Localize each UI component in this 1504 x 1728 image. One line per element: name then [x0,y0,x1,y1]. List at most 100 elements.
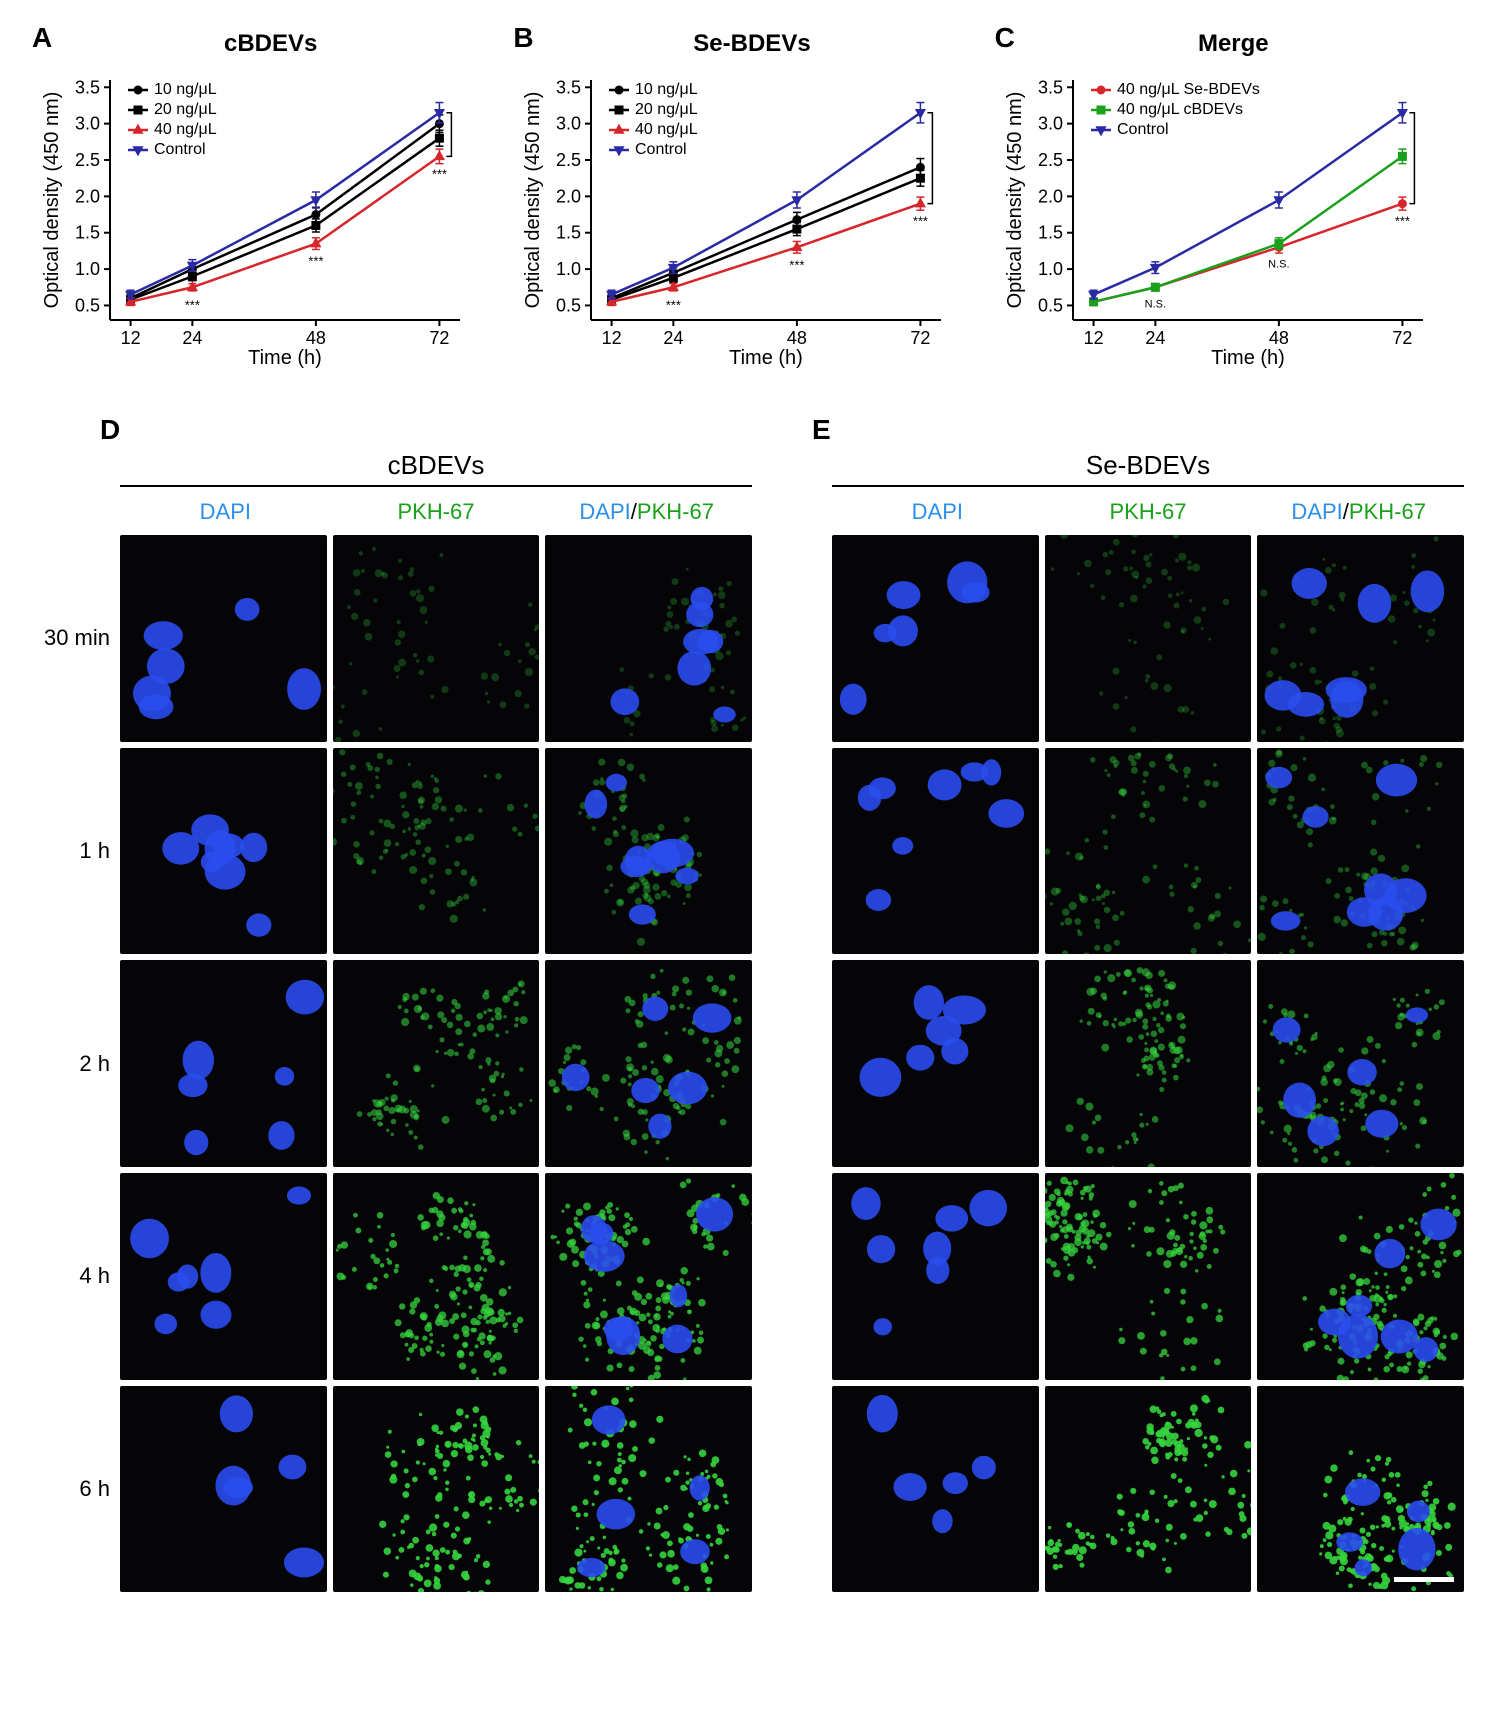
row-label: 6 h [40,1386,110,1593]
figure-root: A cBDEVs 0.5 1.0 1.5 2.0 2.5 3.0 3.5 12 24 48 72 Ti… [0,0,1504,1728]
svg-text:40 ng/μL: 40 ng/μL [154,121,217,138]
svg-text:Optical density (450 nm): Optical density (450 nm) [522,92,544,309]
microscopy-cell [333,960,540,1167]
svg-text:24: 24 [182,328,202,348]
svg-text:Time (h): Time (h) [1211,347,1285,369]
panel-e: E Se-BDEVs DAPIPKH-67DAPI/PKH-67 [832,450,1464,1592]
svg-text:72: 72 [911,328,931,348]
svg-text:3.5: 3.5 [556,77,581,97]
microscopy-cell [120,748,327,955]
svg-text:48: 48 [306,328,326,348]
svg-text:***: *** [1394,214,1409,229]
microscopy-cell [545,1386,752,1593]
row-label: 2 h [40,960,110,1167]
svg-text:Time (h): Time (h) [729,347,803,369]
microscopy-cell [333,748,540,955]
microscopy-cell [120,960,327,1167]
microscopy-cell [545,960,752,1167]
svg-text:48: 48 [787,328,807,348]
svg-text:***: *** [185,297,200,312]
microscopy-cell [832,1386,1039,1593]
svg-text:N.S.: N.S. [1268,258,1289,270]
svg-text:2.5: 2.5 [1038,150,1063,170]
column-header: DAPI [832,493,1043,535]
panel-title-a: cBDEVs [40,30,501,58]
svg-text:0.5: 0.5 [556,295,581,315]
svg-text:72: 72 [429,328,449,348]
svg-text:2.5: 2.5 [75,150,100,170]
microscopy-cell [1257,1173,1464,1380]
microscopy-cell [545,1173,752,1380]
svg-text:Control: Control [635,141,687,158]
svg-text:Control: Control [154,141,206,158]
svg-text:10 ng/μL: 10 ng/μL [635,81,698,98]
column-header: PKH-67 [331,493,542,535]
svg-text:3.5: 3.5 [1038,77,1063,97]
chart-c: 0.51.01.52.02.53.03.512244872Time (h)Opt… [1003,70,1443,370]
panel-title-d: cBDEVs [120,450,752,487]
svg-text:72: 72 [1392,328,1412,348]
svg-text:2.0: 2.0 [1038,186,1063,206]
panel-letter-a: A [32,22,52,54]
microscopy-cell [1045,1173,1252,1380]
row-label: 1 h [40,748,110,955]
row-label: 30 min [40,535,110,742]
microscopy-cell [832,960,1039,1167]
panel-c: C Merge 0.51.01.52.02.53.03.512244872Tim… [1003,30,1464,370]
svg-text:1.0: 1.0 [556,259,581,279]
panel-b: B Se-BDEVs 0.51.01.52.02.53.03.512244872… [521,30,982,370]
panel-letter-c: C [995,22,1015,54]
microscopy-cell [1045,535,1252,742]
svg-text:***: *** [308,254,323,269]
svg-text:12: 12 [121,328,141,348]
panel-a: A cBDEVs 0.51.01.52.02.53.03.512244872Ti… [40,30,501,370]
svg-text:1.5: 1.5 [556,223,581,243]
svg-text:24: 24 [1145,328,1165,348]
microscopy-cell [120,535,327,742]
column-header: DAPI/PKH-67 [541,493,752,535]
micro-row: D cBDEVs DAPIPKH-67DAPI/PKH-67 30 min1 h… [40,450,1464,1592]
panel-letter-d: D [100,414,120,446]
svg-text:1.5: 1.5 [75,223,100,243]
svg-text:***: *** [913,214,928,229]
microscopy-cell [1257,960,1464,1167]
chart-b: 0.51.01.52.02.53.03.512244872Time (h)Opt… [521,70,961,370]
row-labels: 30 min1 h2 h4 h6 h [40,535,110,1592]
top-chart-row: A cBDEVs 0.51.01.52.02.53.03.512244872Ti… [40,30,1464,370]
microscopy-cell [333,535,540,742]
svg-text:3.0: 3.0 [75,114,100,134]
svg-text:3.0: 3.0 [1038,114,1063,134]
svg-text:***: *** [790,257,805,272]
panel-d: D cBDEVs DAPIPKH-67DAPI/PKH-67 30 min1 h… [120,450,752,1592]
column-headers-e: DAPIPKH-67DAPI/PKH-67 [832,493,1464,535]
microscopy-cell [832,535,1039,742]
svg-text:20 ng/μL: 20 ng/μL [154,101,217,118]
column-headers-d: DAPIPKH-67DAPI/PKH-67 [120,493,752,535]
svg-text:48: 48 [1269,328,1289,348]
svg-text:40 ng/μL cBDEVs: 40 ng/μL cBDEVs [1117,101,1243,118]
panel-title-b: Se-BDEVs [521,30,982,58]
svg-text:12: 12 [1083,328,1103,348]
svg-text:2.0: 2.0 [75,186,100,206]
column-header: DAPI [120,493,331,535]
svg-text:40 ng/μL: 40 ng/μL [635,121,698,138]
microscopy-cell [832,1173,1039,1380]
microscopy-cell [832,748,1039,955]
microscopy-cell [1257,1386,1464,1593]
svg-text:2.0: 2.0 [556,186,581,206]
svg-text:Control: Control [1117,121,1169,138]
svg-text:1.5: 1.5 [1038,223,1063,243]
svg-text:***: *** [432,166,447,181]
svg-text:1.0: 1.0 [1038,259,1063,279]
svg-text:10 ng/μL: 10 ng/μL [154,81,217,98]
microscopy-cell [545,748,752,955]
svg-text:40 ng/μL Se-BDEVs: 40 ng/μL Se-BDEVs [1117,81,1260,98]
svg-text:12: 12 [602,328,622,348]
panel-title-e: Se-BDEVs [832,450,1464,487]
svg-text:Time (h): Time (h) [248,347,322,369]
microscopy-cell [1045,748,1252,955]
micro-grid-e [832,535,1464,1592]
row-label: 4 h [40,1173,110,1380]
svg-text:20 ng/μL: 20 ng/μL [635,101,698,118]
svg-text:2.5: 2.5 [556,150,581,170]
